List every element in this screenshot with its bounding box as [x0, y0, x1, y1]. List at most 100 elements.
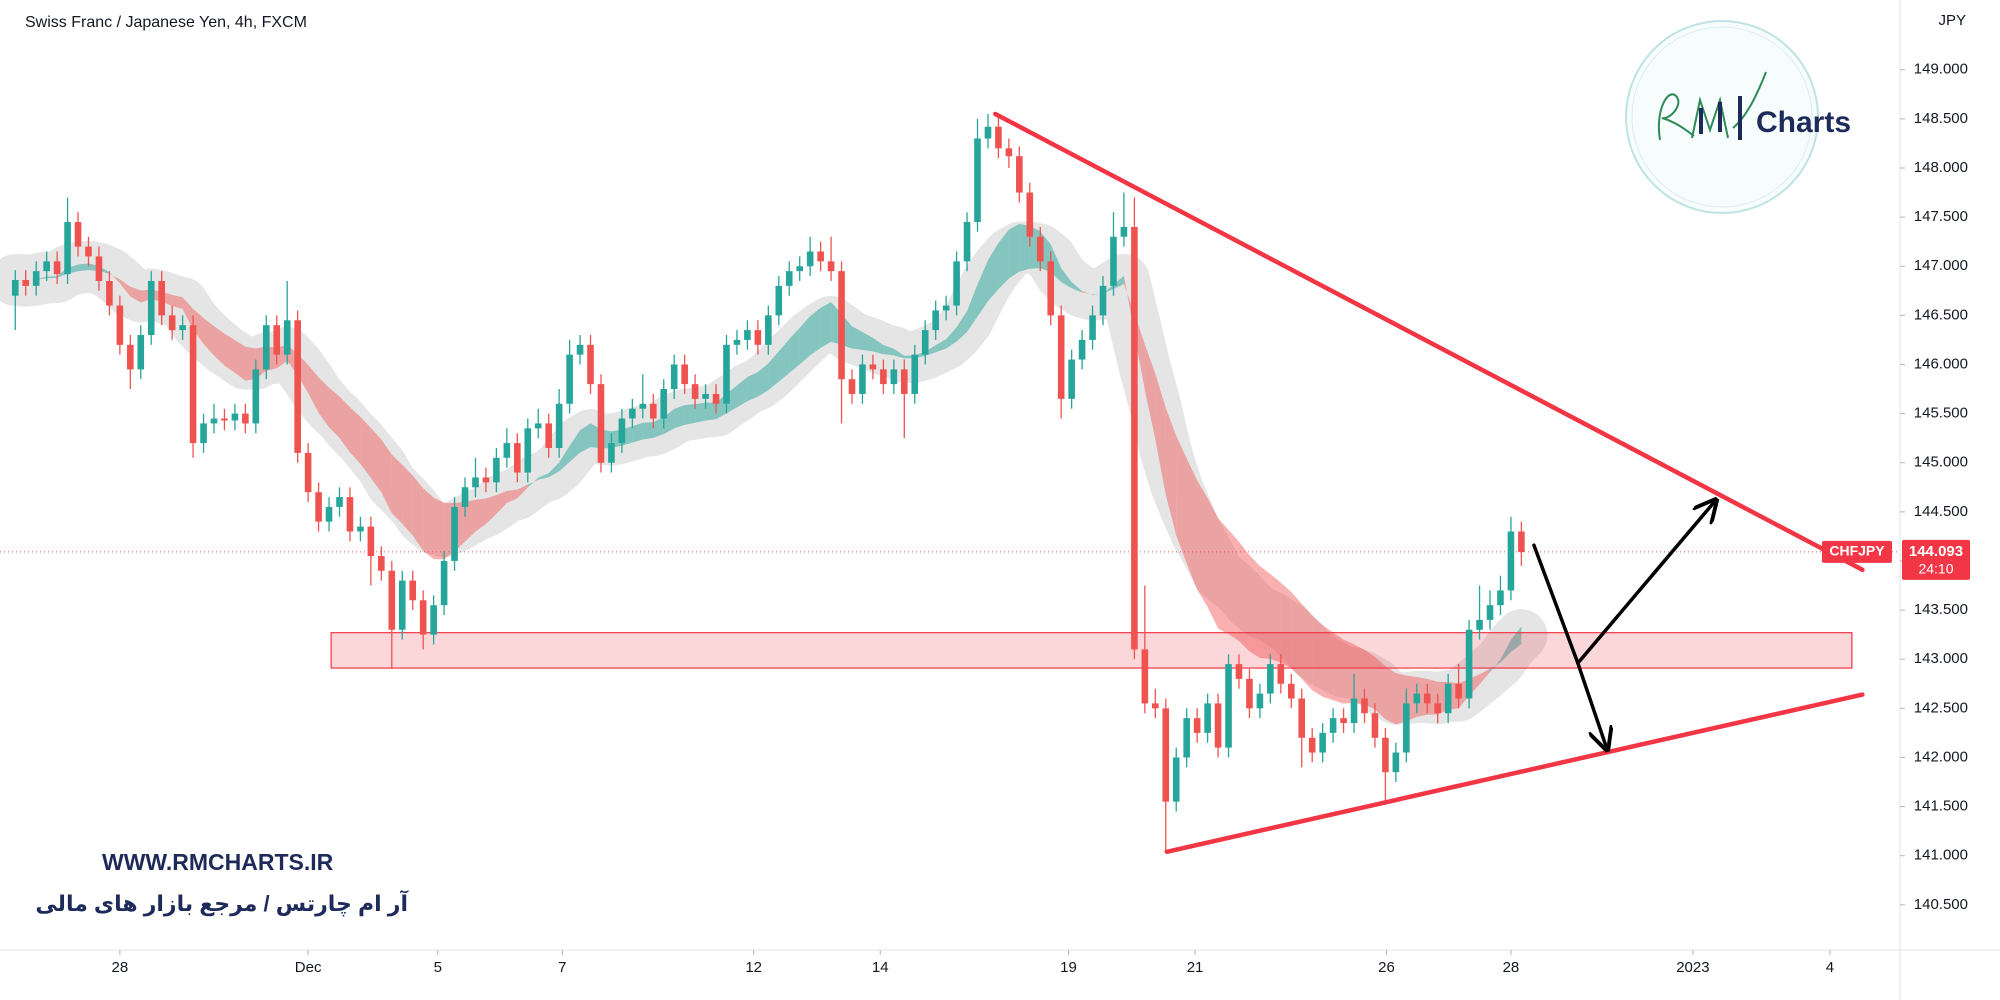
- ma-ribbon: [956, 311, 968, 342]
- y-tick-label: 143.500: [1914, 601, 1968, 618]
- ma-ribbon: [130, 286, 141, 303]
- ma-ribbon: [1197, 480, 1208, 608]
- logo-candle: [1699, 108, 1703, 134]
- x-tick-label: 4: [1826, 959, 1834, 976]
- candle-body: [1371, 713, 1379, 738]
- candle-body: [618, 418, 626, 444]
- watermark-url: WWW.RMCHARTS.IR: [102, 849, 334, 875]
- y-tick-label: 144.500: [1914, 503, 1968, 520]
- candle-body: [32, 271, 40, 286]
- ma-ribbon: [193, 308, 204, 345]
- ma-ribbon: [412, 475, 424, 551]
- candle-body: [629, 408, 636, 419]
- candle-body: [53, 261, 61, 275]
- x-tick-label: 7: [558, 959, 566, 976]
- candle-body: [1099, 285, 1107, 316]
- candle-body: [785, 271, 793, 286]
- candle-body: [1036, 236, 1044, 262]
- candle-body: [754, 330, 762, 345]
- candle-body: [953, 261, 960, 306]
- candle-body: [315, 492, 322, 522]
- candle-body: [106, 280, 113, 306]
- candle-body: [325, 506, 333, 522]
- ma-ribbon: [465, 499, 476, 542]
- ma-ribbon: [862, 332, 873, 352]
- candle-body: [1078, 339, 1086, 360]
- candle-body: [681, 364, 688, 385]
- ma-ribbon: [883, 344, 894, 356]
- logo-ring-inner: [1631, 26, 1813, 208]
- y-tick-label: 142.000: [1914, 748, 1968, 765]
- candle-body: [733, 339, 741, 345]
- projection-arrow: [1576, 661, 1607, 749]
- ma-ribbon: [318, 377, 330, 428]
- candle-body: [346, 497, 354, 532]
- candle-body: [482, 477, 490, 483]
- candle-body: [555, 403, 563, 448]
- candle-body: [503, 443, 511, 458]
- ma-ribbon: [213, 326, 225, 366]
- ma-ribbon: [946, 327, 957, 349]
- ma-ribbon: [339, 396, 350, 453]
- x-tick-label: 12: [745, 959, 762, 976]
- candle-body: [1057, 315, 1065, 399]
- ma-ribbon: [695, 402, 706, 423]
- y-tick-label: 141.500: [1914, 798, 1968, 815]
- projection-arrow: [1576, 500, 1716, 665]
- logo-script: [1657, 71, 1767, 141]
- ma-ribbon: [172, 294, 183, 309]
- ma-ribbon: [308, 364, 319, 413]
- ma-ribbon: [820, 302, 832, 348]
- candle-body: [817, 251, 824, 262]
- ma-ribbon: [705, 402, 717, 421]
- price-tag: 144.093: [1909, 543, 1963, 560]
- candle-body: [242, 413, 249, 424]
- candle-body: [670, 364, 678, 390]
- candle-body: [367, 526, 375, 557]
- x-tick-label: 19: [1060, 959, 1077, 976]
- ma-ribbon: [1228, 529, 1239, 642]
- candle-body: [210, 418, 218, 424]
- candle-body: [168, 315, 176, 331]
- x-tick-label: 28: [1503, 959, 1520, 976]
- y-tick-label: 148.500: [1914, 110, 1968, 127]
- candle-body: [294, 320, 301, 453]
- candle-body: [440, 560, 448, 606]
- y-tick-label: 147.000: [1914, 257, 1968, 274]
- candle-body: [221, 418, 228, 421]
- ma-ribbon: [182, 297, 194, 330]
- candle-body: [252, 369, 260, 424]
- ma-ribbon: [1354, 644, 1365, 705]
- candle-body: [179, 325, 186, 331]
- symbol-tag-bg: [1822, 540, 1892, 563]
- ma-ribbon: [642, 422, 654, 440]
- support-zone: [330, 632, 1853, 669]
- candle-body: [231, 413, 239, 421]
- x-tick-label: 5: [434, 959, 442, 976]
- price-tag-bg: [1902, 539, 1970, 580]
- candle-body: [921, 330, 929, 355]
- candle-body: [283, 320, 291, 355]
- candle-body: [597, 384, 605, 463]
- y-tick-label: 146.000: [1914, 355, 1968, 372]
- ma-ribbon: [1270, 574, 1281, 663]
- candle-body: [336, 497, 343, 507]
- candle-body: [158, 280, 165, 316]
- candle-body: [1277, 664, 1285, 684]
- candle-body: [639, 403, 647, 409]
- ma-ribbon: [977, 260, 988, 317]
- candle-body: [1235, 664, 1243, 679]
- candle-body: [378, 556, 385, 571]
- candle-body: [43, 261, 50, 272]
- ma-ribbon: [1385, 666, 1396, 725]
- candle-body: [806, 251, 814, 267]
- candle-body: [1256, 693, 1264, 709]
- symbol-tag: CHFJPY: [1829, 543, 1885, 559]
- ma-ribbon: [987, 242, 999, 302]
- ma-ribbon: [1490, 659, 1501, 673]
- ma-ribbon: [496, 491, 507, 514]
- y-tick-label: 145.500: [1914, 405, 1968, 422]
- candle-body: [1204, 703, 1211, 733]
- candle-body: [660, 389, 668, 419]
- ma-ribbon: [789, 327, 800, 373]
